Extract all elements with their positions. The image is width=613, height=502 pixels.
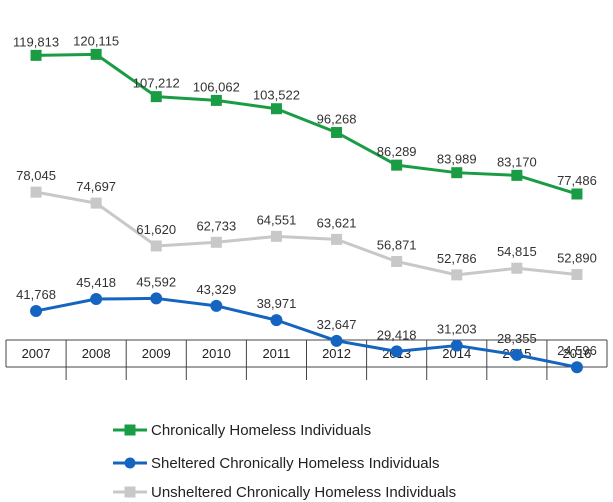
plot-area: 119,813 120,115 107,212 106,062 103,522 96,26…	[13, 33, 597, 374]
series-unsheltered: 78,045 74,697 61,620 62,733 64,551 63,621 56,8…	[16, 168, 597, 281]
x-tick-label: 2007	[22, 346, 51, 361]
series-line-unsheltered	[35, 190, 578, 277]
data-label: 78,045	[16, 168, 56, 183]
data-label: 52,890	[557, 251, 597, 266]
data-label: 83,989	[437, 152, 477, 167]
data-label: 83,170	[497, 154, 537, 169]
data-point	[450, 339, 463, 352]
data-label: 31,203	[437, 322, 477, 337]
x-tick-label: 2014	[442, 346, 471, 361]
data-label: 52,786	[437, 251, 477, 266]
series-sheltered: 41,768 45,418 45,592 43,329 38,971 32,647 29,4…	[16, 274, 597, 374]
data-point	[150, 91, 162, 103]
legend-swatch-marker	[124, 486, 136, 498]
data-point	[571, 188, 583, 200]
data-point	[210, 94, 222, 106]
legend: Chronically Homeless Individuals Sheltere…	[113, 422, 456, 501]
data-point	[30, 49, 42, 61]
data-label: 45,418	[76, 275, 116, 290]
x-tick-label: 2016	[562, 346, 591, 361]
data-point	[210, 299, 223, 312]
series-line-chronic	[36, 52, 578, 196]
data-label: 45,592	[136, 274, 176, 289]
data-point	[90, 48, 102, 60]
x-tick-label: 2011	[262, 346, 290, 361]
data-point	[90, 197, 102, 209]
data-label: 54,815	[497, 244, 537, 259]
legend-label: Chronically Homeless Individuals	[151, 422, 371, 439]
data-label: 96,268	[317, 111, 357, 126]
legend-label: Unsheltered Chronically Homeless Individ…	[151, 484, 456, 501]
legend-swatch-marker	[124, 424, 136, 436]
data-label: 56,871	[377, 237, 417, 252]
data-label: 74,697	[76, 179, 116, 194]
x-tick-label: 2008	[82, 346, 111, 361]
legend-item-sheltered: Sheltered Chronically Homeless Individua…	[113, 455, 439, 472]
data-label: 103,522	[253, 88, 300, 103]
data-label: 106,062	[193, 79, 240, 94]
data-label: 120,115	[73, 33, 119, 48]
data-label: 61,620	[136, 222, 176, 237]
legend-item-unsheltered: Unsheltered Chronically Homeless Individ…	[113, 484, 456, 501]
data-label: 41,768	[16, 287, 56, 302]
series-line-sheltered	[35, 296, 578, 369]
legend-swatch-marker	[124, 457, 136, 469]
data-point	[511, 169, 523, 181]
data-point	[571, 269, 583, 281]
data-point	[511, 262, 523, 274]
series-chronic: 119,813 120,115 107,212 106,062 103,522 96,26…	[13, 33, 597, 200]
data-point	[30, 186, 42, 198]
data-label: 77,486	[557, 173, 597, 188]
data-point	[451, 167, 463, 179]
data-label: 29,418	[377, 327, 417, 342]
data-label: 107,212	[133, 76, 180, 91]
data-label: 119,813	[13, 34, 59, 49]
data-label: 43,329	[196, 282, 236, 297]
data-point	[90, 293, 103, 306]
data-point	[150, 240, 162, 252]
data-label: 64,551	[257, 212, 297, 227]
data-label: 24,596	[557, 343, 597, 358]
data-label: 28,355	[497, 331, 537, 346]
data-label: 38,971	[257, 296, 297, 311]
data-label: 63,621	[317, 215, 357, 230]
data-point	[451, 269, 463, 281]
legend-label: Sheltered Chronically Homeless Individua…	[151, 455, 439, 472]
data-point	[570, 361, 583, 374]
data-point	[510, 348, 523, 361]
data-point	[270, 103, 282, 115]
x-tick-label: 2010	[202, 346, 231, 361]
data-point	[210, 236, 222, 248]
data-point	[391, 255, 403, 267]
data-point	[270, 314, 283, 327]
data-point	[391, 159, 403, 171]
data-point	[270, 230, 282, 242]
data-label: 32,647	[317, 317, 357, 332]
x-tick-label: 2012	[322, 346, 351, 361]
data-point	[331, 233, 343, 245]
x-tick-label: 2009	[142, 346, 171, 361]
data-point	[390, 345, 403, 358]
data-label: 62,733	[196, 218, 236, 233]
x-axis: 2007200820092010201120122013201420152016	[5, 339, 608, 380]
data-point	[30, 304, 43, 317]
legend-item-chronic: Chronically Homeless Individuals	[113, 422, 371, 439]
data-label: 86,289	[377, 144, 417, 159]
data-point	[330, 334, 343, 347]
data-point	[150, 292, 163, 305]
data-point	[331, 126, 343, 138]
